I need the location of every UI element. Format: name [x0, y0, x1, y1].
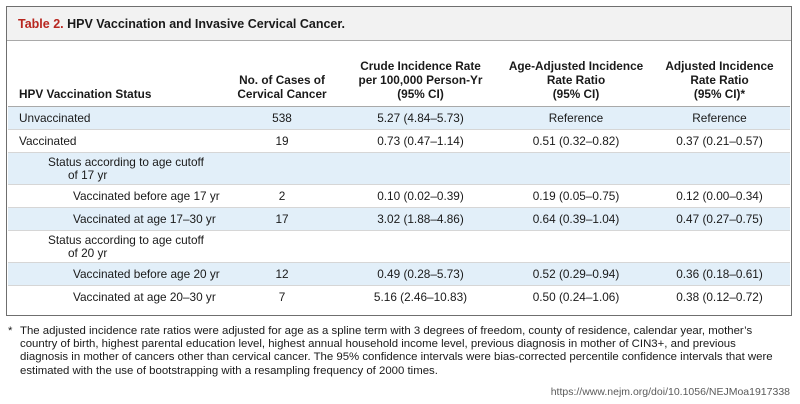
row-label: Vaccinated at age 17–30 yr	[8, 207, 226, 231]
table-label: Table 2.	[18, 17, 64, 31]
column-header-crude-rate: Crude Incidence Rate per 100,000 Person-…	[338, 59, 503, 107]
column-header-adjusted: Adjusted Incidence Rate Ratio (95% CI)*	[649, 59, 790, 107]
cell-crude-rate: 3.02 (1.88–4.86)	[338, 207, 503, 231]
data-table: HPV Vaccination Status No. of Cases of C…	[8, 59, 790, 309]
subheading-line: Status according to age cutoff	[48, 232, 204, 247]
subheading-line: of 20 yr	[68, 245, 108, 260]
table-row: Vaccinated before age 17 yr 2 0.10 (0.02…	[8, 184, 790, 208]
cell-cases: 12	[226, 262, 338, 286]
row-label: Vaccinated before age 20 yr	[8, 262, 226, 286]
cell-cases: 538	[226, 106, 338, 130]
cell-age-adjusted: 0.50 (0.24–1.06)	[532, 290, 620, 305]
row-label: Unvaccinated	[8, 106, 226, 130]
header-row: HPV Vaccination Status No. of Cases of C…	[8, 59, 790, 107]
table-subheading-row: Status according to age cutoff of 20 yr	[8, 230, 790, 263]
cell-age-adjusted: 0.19 (0.05–0.75)	[503, 184, 649, 208]
subheading-line: Status according to age cutoff	[48, 154, 204, 169]
table-row: Vaccinated at age 20–30 yr 7 5.16 (2.46–…	[8, 286, 790, 309]
table-row: Vaccinated before age 20 yr 12 0.49 (0.2…	[8, 262, 790, 286]
column-header-adjusted-line: Rate Ratio	[690, 73, 749, 87]
cell-crude-rate: 0.73 (0.47–1.14)	[338, 129, 503, 153]
column-header-crude-line: per 100,000 Person-Yr	[358, 73, 483, 87]
cell-adjusted: 0.37 (0.21–0.57)	[649, 129, 790, 153]
row-label: Vaccinated before age 17 yr	[8, 184, 226, 208]
column-header-cases-line: No. of Cases of	[239, 73, 325, 87]
subheading-line: of 17 yr	[68, 167, 108, 182]
table-title: HPV Vaccination and Invasive Cervical Ca…	[67, 17, 346, 31]
column-header-age-adjusted-line: Age-Adjusted Incidence	[508, 59, 644, 73]
cell-crude-rate: 0.10 (0.02–0.39)	[338, 184, 503, 208]
cell-age-adjusted: 0.51 (0.32–0.82)	[503, 129, 649, 153]
column-header-age-adjusted-line: Rate Ratio	[546, 73, 606, 87]
cell-age-adjusted: 0.52 (0.29–0.94)	[503, 262, 649, 286]
footnote-text: The adjusted incidence rate ratios were …	[20, 325, 773, 377]
cell-crude-rate: 5.16 (2.46–10.83)	[373, 290, 468, 305]
column-header-age-adjusted-line: (95% CI)	[552, 87, 600, 101]
cell-cases: 7	[278, 290, 286, 305]
cell-adjusted: 0.38 (0.12–0.72)	[676, 290, 763, 305]
table-frame: Table 2. HPV Vaccination and Invasive Ce…	[6, 6, 792, 316]
cell-adjusted: Reference	[649, 106, 790, 130]
table-footnote: * The adjusted incidence rate ratios wer…	[8, 325, 782, 378]
cell-empty	[338, 230, 503, 263]
cell-empty	[503, 230, 649, 263]
table-title-bar: Table 2. HPV Vaccination and Invasive Ce…	[7, 7, 791, 41]
column-header-cases: No. of Cases of Cervical Cancer	[226, 59, 338, 107]
cell-empty	[503, 152, 649, 185]
table-row: Vaccinated 19 0.73 (0.47–1.14) 0.51 (0.3…	[8, 129, 790, 153]
footnote-mark: *	[8, 325, 13, 337]
cell-empty	[226, 230, 338, 263]
cell-age-adjusted: 0.64 (0.39–1.04)	[503, 207, 649, 231]
cell-cases: 17	[226, 207, 338, 231]
subheading-label: Status according to age cutoff of 17 yr	[8, 152, 226, 185]
table-subheading-row: Status according to age cutoff of 17 yr	[8, 152, 790, 185]
cell-adjusted: 0.36 (0.18–0.61)	[649, 262, 790, 286]
row-label: Vaccinated	[8, 129, 226, 153]
cell-cases: 2	[226, 184, 338, 208]
cell-crude-rate: 5.27 (4.84–5.73)	[338, 106, 503, 130]
cell-empty	[649, 230, 790, 263]
column-header-age-adjusted: Age-Adjusted Incidence Rate Ratio (95% C…	[503, 59, 649, 107]
row-label: Vaccinated at age 20–30 yr	[73, 290, 216, 305]
cell-adjusted: 0.47 (0.27–0.75)	[649, 207, 790, 231]
table-row: Vaccinated at age 17–30 yr 17 3.02 (1.88…	[8, 207, 790, 231]
column-header-cases-line: Cervical Cancer	[237, 87, 327, 101]
subheading-label: Status according to age cutoff of 20 yr	[8, 230, 226, 263]
cell-empty	[649, 152, 790, 185]
source-url[interactable]: https://www.nejm.org/doi/10.1056/NEJMoa1…	[550, 386, 790, 398]
cell-cases: 19	[226, 129, 338, 153]
cell-empty	[226, 152, 338, 185]
column-header-crude-line: Crude Incidence Rate	[360, 59, 481, 73]
column-header-status: HPV Vaccination Status	[8, 59, 226, 107]
column-header-adjusted-line: (95% CI)*	[693, 87, 746, 101]
column-header-adjusted-line: Adjusted Incidence	[665, 59, 774, 73]
cell-age-adjusted: Reference	[503, 106, 649, 130]
cell-crude-rate: 0.49 (0.28–5.73)	[338, 262, 503, 286]
cell-empty	[338, 152, 503, 185]
cell-adjusted: 0.12 (0.00–0.34)	[649, 184, 790, 208]
column-header-crude-line: (95% CI)	[397, 87, 444, 101]
table-row: Unvaccinated 538 5.27 (4.84–5.73) Refere…	[8, 106, 790, 130]
